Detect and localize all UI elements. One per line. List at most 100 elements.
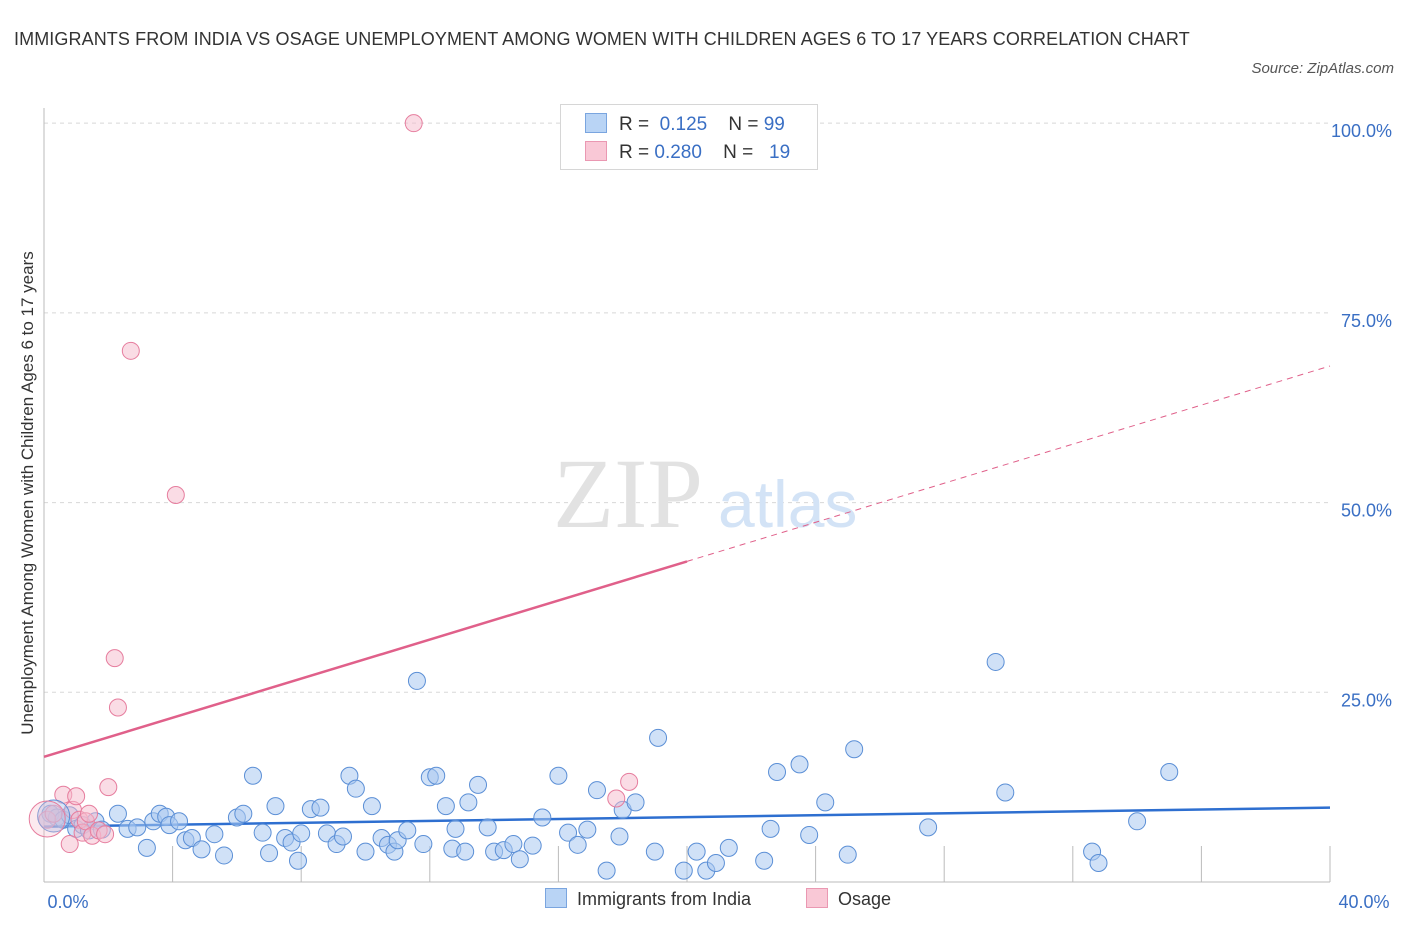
y-tick-label: 100.0% — [1331, 121, 1392, 141]
y-tick-label: 75.0% — [1341, 311, 1392, 331]
data-point-india — [333, 827, 352, 846]
data-point-osage — [60, 835, 79, 854]
data-point-osage — [620, 772, 639, 791]
data-point-india — [108, 804, 127, 823]
bottom-legend-label-india: Immigrants from India — [577, 889, 752, 909]
data-point-india — [192, 840, 211, 859]
data-point-india — [755, 851, 774, 870]
data-point-india — [578, 820, 597, 839]
data-point-osage — [108, 698, 127, 717]
data-point-india — [761, 819, 780, 838]
chart-title: IMMIGRANTS FROM INDIA VS OSAGE UNEMPLOYM… — [14, 29, 1190, 49]
data-point-india — [398, 821, 417, 840]
data-point-osage — [99, 778, 118, 797]
data-point-india — [170, 812, 189, 831]
legend-row-india: R = 0.125 N = 99 — [585, 113, 785, 137]
y-tick-label: 25.0% — [1341, 690, 1392, 710]
trend-line-osage-extension — [686, 365, 1331, 562]
legend-n-value-osage: 19 — [769, 142, 791, 163]
data-point-india — [478, 818, 497, 837]
data-point-india — [674, 861, 693, 880]
data-point-osage — [105, 649, 124, 668]
legend-r-value-india: 0.125 — [659, 114, 708, 135]
x-tick-label: 0.0% — [47, 892, 88, 912]
legend-box: R = 0.125 N = 99 R = 0.280 N = 19 — [560, 104, 818, 170]
data-point-india — [446, 819, 465, 838]
data-point-india — [559, 823, 578, 842]
data-point-india — [597, 861, 616, 880]
data-point-osage — [44, 804, 63, 823]
watermark-atlas: atlas — [718, 467, 857, 541]
bottom-legend-label-osage: Osage — [838, 889, 892, 909]
data-point-india — [205, 825, 224, 844]
legend-n-label: N = — [728, 114, 759, 135]
y-tick-label: 50.0% — [1341, 501, 1392, 521]
data-point-india — [1089, 854, 1108, 873]
data-point-india — [919, 818, 938, 837]
data-point-india — [234, 804, 253, 823]
data-point-india — [610, 827, 629, 846]
legend-swatch-osage — [585, 141, 607, 161]
data-point-india — [687, 842, 706, 861]
data-point-india — [986, 652, 1005, 671]
data-point-india — [510, 850, 529, 869]
data-point-india — [1160, 762, 1179, 781]
data-point-india — [128, 818, 147, 837]
legend-n-value-india: 99 — [763, 114, 785, 135]
data-point-india — [346, 779, 365, 798]
data-point-india — [649, 728, 668, 747]
data-point-osage — [96, 825, 115, 844]
data-point-india — [362, 797, 381, 816]
data-point-india — [768, 762, 787, 781]
bottom-legend-osage: Osage — [806, 888, 891, 910]
data-point-india — [427, 766, 446, 785]
data-points — [28, 114, 1179, 880]
data-point-india — [549, 766, 568, 785]
data-point-india — [845, 740, 864, 759]
data-point-india — [996, 783, 1015, 802]
data-point-india — [243, 766, 262, 785]
data-point-india — [523, 836, 542, 855]
trend-line-india — [43, 806, 1331, 828]
data-point-india — [469, 775, 488, 794]
watermark-zip: ZIP — [553, 438, 703, 549]
data-point-osage — [607, 789, 626, 808]
data-point-india — [288, 851, 307, 870]
data-point-india — [1128, 812, 1147, 831]
data-point-india — [459, 793, 478, 812]
data-point-india — [816, 793, 835, 812]
data-point-india — [719, 838, 738, 857]
trend-line-osage — [43, 560, 688, 758]
legend-r-label: R = — [619, 114, 650, 135]
data-point-india — [253, 823, 272, 842]
legend-r-value-osage: 0.280 — [654, 142, 702, 163]
source-credit: Source: ZipAtlas.com — [1251, 60, 1394, 77]
data-point-india — [292, 824, 311, 843]
data-point-india — [436, 797, 455, 816]
bottom-legend-swatch-osage — [806, 888, 828, 908]
legend-swatch-india — [585, 113, 607, 133]
legend-r-label: R = — [619, 142, 650, 163]
x-tick-label: 40.0% — [1338, 892, 1389, 912]
data-point-india — [137, 838, 156, 857]
data-point-india — [311, 798, 330, 817]
bottom-legend-india: Immigrants from India — [545, 888, 751, 910]
data-point-india — [260, 844, 279, 863]
data-point-india — [414, 835, 433, 854]
data-point-osage — [121, 341, 140, 360]
legend-row-osage: R = 0.280 N = 19 — [585, 141, 790, 165]
data-point-india — [568, 835, 587, 854]
data-point-india — [838, 845, 857, 864]
data-point-osage — [67, 787, 86, 806]
data-point-osage-cluster — [28, 800, 66, 838]
data-point-india — [356, 842, 375, 861]
data-point-india — [800, 825, 819, 844]
data-point-india — [504, 835, 523, 854]
data-point-india — [645, 842, 664, 861]
data-point-india — [626, 793, 645, 812]
data-point-osage — [80, 804, 99, 823]
tick-labels: 25.0% 50.0% 75.0% 100.0% 0.0% 40.0% — [47, 121, 1392, 912]
data-point-india — [456, 842, 475, 861]
trend-lines — [43, 365, 1331, 828]
